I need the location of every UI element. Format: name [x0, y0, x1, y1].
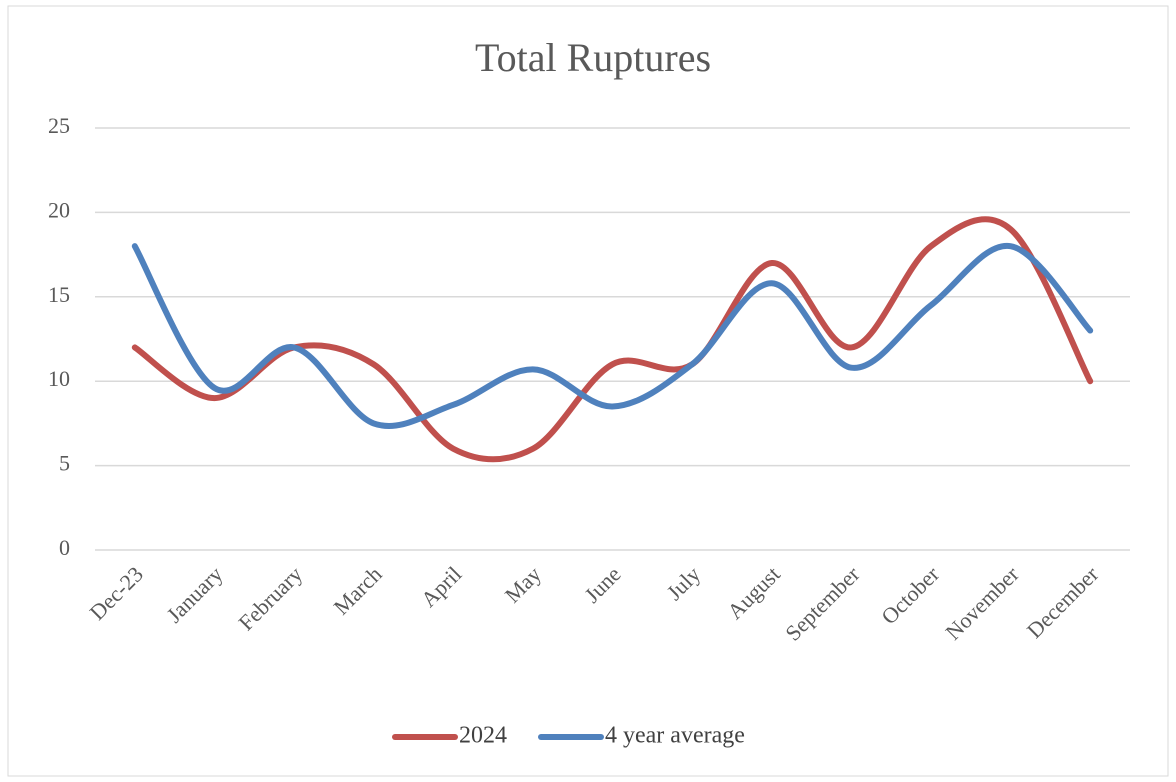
y-tick-label: 10	[48, 366, 70, 391]
series-line	[131, 243, 1094, 429]
y-tick-label: 25	[48, 113, 70, 138]
chart-title: Total Ruptures	[475, 35, 711, 80]
y-tick-label: 20	[48, 197, 70, 222]
legend-label: 2024	[459, 723, 507, 749]
y-tick-label: 15	[48, 282, 70, 307]
legend-label: 4 year average	[605, 723, 745, 749]
y-tick-label: 5	[59, 451, 70, 476]
y-tick-label: 0	[59, 535, 70, 560]
